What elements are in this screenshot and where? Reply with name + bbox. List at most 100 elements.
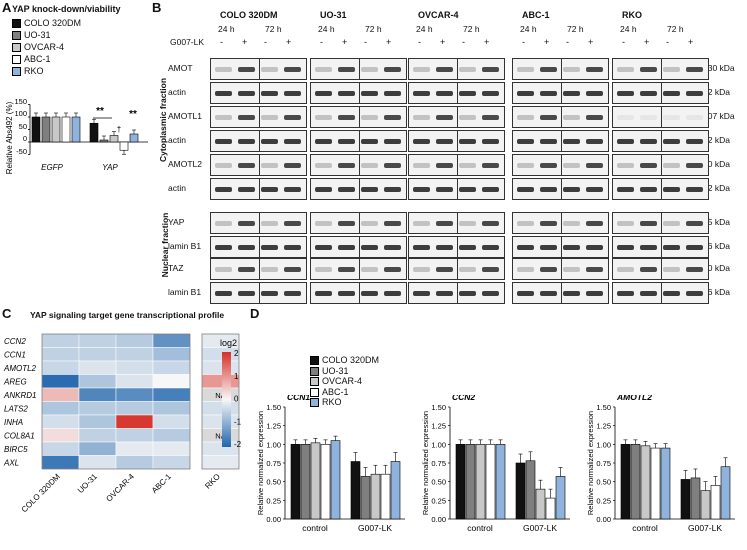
heatmap-cell: [41, 428, 80, 443]
blot-band: [663, 187, 680, 192]
heatmap-cell: [115, 333, 154, 348]
blot-band: [563, 67, 580, 72]
blot-row-label: AMOTL2: [168, 159, 203, 169]
bar: [700, 490, 711, 520]
blot-band: [413, 91, 430, 96]
timepoint-divider: [358, 237, 360, 257]
blot-band: [686, 163, 703, 168]
blot-band: [459, 91, 476, 96]
blot-band: [384, 139, 401, 144]
blot-image: [512, 82, 609, 104]
blot-image: [512, 58, 609, 80]
blot-band: [640, 67, 657, 72]
cell-line-header: COLO 320DM: [220, 10, 278, 20]
panel-a-sig: **: [96, 106, 104, 117]
bar: [475, 444, 486, 520]
blot-band: [459, 139, 476, 144]
timepoint-divider: [660, 237, 662, 257]
treatment-mark: +: [644, 37, 650, 47]
treatment-mark: -: [666, 37, 669, 47]
blot-band: [617, 91, 634, 96]
legend-item: COLO 320DM: [12, 17, 81, 29]
heatmap-cell: [115, 401, 154, 416]
blot-band: [413, 139, 430, 144]
timepoint-divider: [456, 179, 458, 199]
blot-band: [315, 245, 332, 250]
heatmap-cell: [152, 360, 191, 375]
timepoint-divider: [358, 283, 360, 303]
blot-image: [408, 178, 505, 200]
blot-band: [482, 267, 499, 272]
blot-band: [261, 267, 278, 272]
bar: [51, 116, 61, 143]
timepoint-label: 24 h: [218, 24, 235, 34]
blot-row-label: actin: [168, 183, 186, 193]
blot-band: [315, 139, 332, 144]
bar: [310, 442, 321, 520]
blot-band: [436, 67, 453, 72]
legend-label: UO-31: [24, 30, 51, 40]
blot-band: [517, 187, 534, 192]
blot-row-label: lamin B1: [168, 287, 202, 297]
heatmap-cell: [41, 455, 80, 470]
blot-band: [517, 139, 534, 144]
blot-band: [436, 267, 453, 272]
blot-image: [408, 58, 505, 80]
blot-band: [338, 291, 355, 296]
blot-band: [563, 221, 580, 226]
blot-image: [512, 282, 609, 304]
y-tick-label: 0.50: [596, 478, 611, 487]
panel-d-legend: COLO 320DM UO-31 OVCAR-4 ABC-1 RKO: [310, 355, 379, 408]
blot-band: [586, 115, 603, 120]
heatmap-cell: [115, 347, 154, 362]
blot-band: [459, 115, 476, 120]
blot-band: [284, 67, 301, 72]
blot-band: [413, 115, 430, 120]
blot-band: [540, 187, 557, 192]
blot-band: [238, 139, 255, 144]
panel-a-sig: †: [117, 125, 121, 134]
heatmap-cell: [115, 441, 154, 456]
blot-band: [482, 245, 499, 250]
blot-band: [384, 67, 401, 72]
heatmap-cell: [152, 374, 191, 389]
blot-image: [310, 282, 407, 304]
blot-band: [686, 245, 703, 250]
kda-marker: 42 kDa: [703, 183, 730, 193]
blot-band: [517, 163, 534, 168]
blot-band: [563, 91, 580, 96]
blot-band: [663, 245, 680, 250]
scale-tick: -1: [234, 417, 242, 426]
panel-c-heatmap: CCN2 CCN1 AMOTL2 AREG ANKRD1 NA LATS2 INHA COL8A…: [3, 333, 242, 514]
legend-item: RKO: [310, 397, 379, 408]
panel-label-b: B: [152, 0, 162, 15]
blot-band: [663, 115, 680, 120]
treatment-mark: +: [440, 37, 446, 47]
heatmap-cell: [78, 441, 117, 456]
bar: [555, 476, 566, 520]
legend-item: ABC-1: [12, 53, 81, 65]
blot-band: [563, 163, 580, 168]
blot-band: [284, 163, 301, 168]
gene-label: AXL: [3, 459, 19, 468]
blot-row-label: actin: [168, 135, 186, 145]
heatmap-cell: [201, 455, 240, 470]
blot-image: [210, 212, 307, 234]
blot-row-label: AMOTL1: [168, 111, 203, 121]
blot-band: [361, 163, 378, 168]
cell-line-header: RKO: [622, 10, 642, 20]
timepoint-divider: [560, 259, 562, 279]
blot-image: [310, 236, 407, 258]
blot-band: [640, 291, 657, 296]
blot-band: [384, 163, 401, 168]
bar: [300, 444, 311, 520]
blot-row-label: lamin B1: [168, 241, 202, 251]
blot-band: [586, 245, 603, 250]
blot-image: [210, 130, 307, 152]
blot-band: [517, 221, 534, 226]
blot-image: [612, 282, 709, 304]
blot-band: [261, 91, 278, 96]
blot-image: [210, 258, 307, 280]
timepoint-divider: [258, 259, 260, 279]
